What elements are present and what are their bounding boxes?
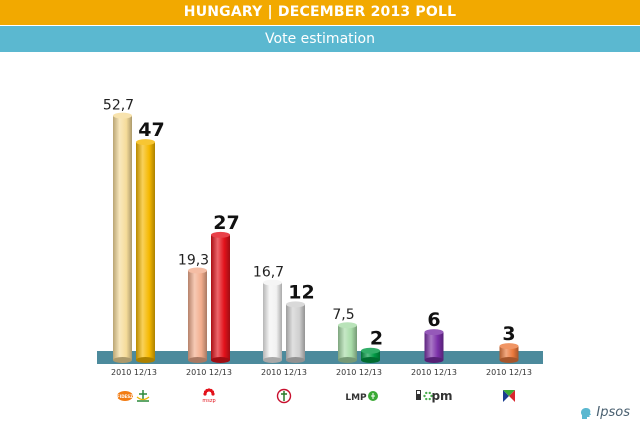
ipsos-head-icon — [581, 407, 592, 419]
bar-0-2010 — [113, 112, 132, 363]
bar-1-2010 — [188, 267, 207, 363]
egyutt-pm-logo-icon: pm — [416, 389, 453, 403]
svg-text:LMP: LMP — [345, 393, 367, 403]
group-label: 2010 12/13 — [486, 368, 532, 377]
group-label: 2010 12/13 — [261, 368, 307, 377]
ipsos-brand: Ipsos — [579, 405, 630, 420]
bar-3-2010 — [338, 322, 357, 363]
bar-label: 19,3 — [178, 253, 209, 269]
bar-label: 2 — [370, 328, 383, 350]
bar-4-12-13 — [424, 329, 444, 363]
bar-5-12-13 — [499, 343, 519, 363]
svg-text:pm: pm — [431, 389, 452, 403]
bar-label: 12 — [288, 281, 314, 303]
dk-logo-icon — [503, 390, 515, 402]
group-label: 2010 12/13 — [111, 368, 157, 377]
bar-label: 16,7 — [253, 265, 284, 281]
chart-subtitle: Vote estimation — [0, 26, 640, 52]
bar-label: 27 — [213, 212, 239, 234]
bar-1-12-13 — [211, 231, 230, 363]
jobbik-logo-icon — [276, 388, 292, 404]
mszp-logo-icon: mszp — [202, 388, 216, 404]
bar-label: 3 — [502, 323, 515, 345]
fidesz-kdnp-logo-icon: FIDESZ — [117, 390, 150, 402]
chart-floor — [97, 351, 543, 364]
bar-2-2010 — [263, 279, 282, 363]
bar-label: 7,5 — [332, 307, 354, 323]
page-title: HUNGARY | DECEMBER 2013 POLL — [0, 0, 640, 25]
bar-label: 47 — [138, 119, 164, 141]
bar-label: 6 — [427, 309, 440, 331]
svg-text:mszp: mszp — [202, 398, 215, 404]
bar-3-12-13 — [361, 347, 380, 363]
group-label: 2010 12/13 — [411, 368, 457, 377]
ipsos-brand-text: Ipsos — [596, 405, 630, 420]
bar-0-12-13 — [136, 139, 155, 363]
lmp-logo-icon: LMP — [345, 391, 378, 403]
vote-estimation-chart: 52,747 19,3 27 16,712 7,5 2 6 3 2010 12/13 FIDESZ… — [97, 98, 543, 404]
group-label: 2010 12/13 — [186, 368, 232, 377]
group-label: 2010 12/13 — [336, 368, 382, 377]
svg-text:FIDESZ: FIDESZ — [117, 394, 133, 399]
bar-2-12-13 — [286, 301, 305, 363]
bar-label: 52,7 — [103, 98, 134, 114]
